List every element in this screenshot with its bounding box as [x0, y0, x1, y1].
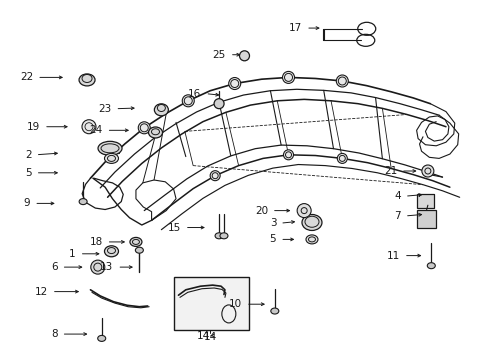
Ellipse shape [79, 74, 95, 86]
Text: 21: 21 [383, 166, 396, 176]
Ellipse shape [214, 99, 224, 109]
Text: 14: 14 [203, 332, 217, 342]
Circle shape [336, 75, 347, 87]
Text: 24: 24 [89, 125, 102, 135]
Circle shape [91, 260, 104, 274]
Text: 13: 13 [100, 262, 113, 272]
Text: 4: 4 [393, 191, 400, 201]
Text: 19: 19 [27, 122, 40, 132]
Circle shape [182, 95, 194, 107]
Circle shape [228, 77, 240, 90]
Text: 15: 15 [167, 222, 181, 233]
Ellipse shape [215, 233, 223, 239]
Text: 16: 16 [188, 89, 201, 99]
Ellipse shape [135, 247, 143, 253]
Bar [416, 210, 435, 228]
Text: 10: 10 [228, 299, 242, 309]
Ellipse shape [148, 127, 162, 138]
Ellipse shape [104, 153, 118, 163]
Text: 2: 2 [25, 150, 32, 160]
Ellipse shape [239, 51, 249, 61]
Bar [416, 194, 433, 208]
Circle shape [282, 71, 294, 84]
Ellipse shape [302, 215, 321, 230]
Text: 3: 3 [269, 218, 276, 228]
Text: 9: 9 [23, 198, 30, 208]
Ellipse shape [130, 238, 142, 247]
Ellipse shape [427, 263, 434, 269]
Text: 22: 22 [20, 72, 33, 82]
Circle shape [421, 165, 433, 177]
Text: 25: 25 [212, 50, 225, 60]
Ellipse shape [104, 246, 118, 257]
Ellipse shape [98, 336, 105, 341]
Text: 20: 20 [254, 206, 267, 216]
Text: 11: 11 [386, 251, 399, 261]
Ellipse shape [220, 233, 227, 239]
Ellipse shape [154, 104, 168, 116]
Text: 7: 7 [393, 211, 400, 221]
Circle shape [82, 120, 96, 134]
Circle shape [138, 122, 150, 134]
Ellipse shape [305, 235, 317, 244]
Text: 8: 8 [51, 329, 58, 339]
Ellipse shape [79, 199, 87, 204]
Circle shape [297, 204, 310, 217]
Circle shape [337, 153, 346, 163]
Text: 6: 6 [51, 262, 58, 272]
Text: 12: 12 [35, 287, 48, 297]
Text: 18: 18 [89, 237, 102, 247]
Ellipse shape [98, 141, 122, 155]
Text: 5: 5 [25, 168, 32, 178]
Text: 5: 5 [269, 234, 276, 244]
Text: 17: 17 [288, 23, 302, 33]
Bar [173, 277, 249, 330]
Circle shape [283, 150, 293, 160]
Text: 1: 1 [69, 249, 76, 259]
Ellipse shape [270, 308, 278, 314]
Text: 14: 14 [197, 330, 210, 341]
Text: 23: 23 [98, 104, 111, 114]
Circle shape [210, 171, 220, 181]
